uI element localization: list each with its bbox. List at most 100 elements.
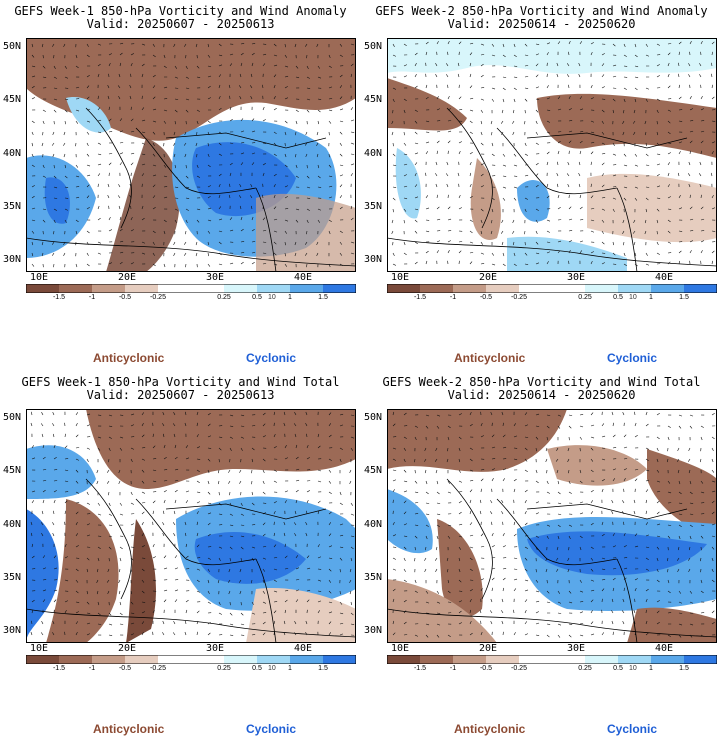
wind-vector <box>185 197 190 199</box>
wind-vector <box>52 241 55 245</box>
wind-vector <box>633 499 636 504</box>
wind-vector <box>634 631 637 636</box>
wind-vector <box>678 623 683 626</box>
wind-vector <box>700 480 704 484</box>
wind-vector <box>174 589 179 592</box>
wind-vector <box>41 241 44 246</box>
wind-vector <box>391 120 394 125</box>
wind-vector <box>524 263 529 265</box>
wind-vector <box>634 65 639 68</box>
wind-vector <box>612 43 616 47</box>
wind-vector <box>262 632 266 636</box>
wind-vector <box>633 609 636 614</box>
wind-vector <box>557 41 561 45</box>
wind-vector <box>469 172 472 177</box>
wind-vector <box>711 568 714 573</box>
wind-vector <box>656 120 658 125</box>
wind-vector <box>667 634 671 637</box>
wind-vector <box>163 555 167 559</box>
wind-vector <box>623 434 627 438</box>
wind-vector <box>141 43 146 46</box>
wind-vector <box>590 230 595 233</box>
wind-vector <box>262 545 267 548</box>
wind-vector <box>41 43 44 48</box>
wind-vector <box>316 131 319 136</box>
wind-vector <box>513 54 517 57</box>
wind-vector <box>328 579 331 583</box>
colorbar-tick: -0.25 <box>511 294 527 301</box>
wind-vector <box>667 152 671 155</box>
wind-vector <box>141 601 146 603</box>
wind-vector <box>207 579 210 584</box>
wind-vector <box>501 598 504 603</box>
wind-vector <box>392 252 395 256</box>
wind-vector <box>152 96 156 100</box>
wind-vector <box>535 252 540 255</box>
wind-vector <box>392 620 395 625</box>
wind-vector <box>524 557 528 561</box>
wind-vector <box>130 447 135 450</box>
colorbar-tick: -1.5 <box>52 665 66 672</box>
wind-vector <box>590 51 593 56</box>
wind-vector <box>458 523 463 526</box>
wind-vector <box>513 609 515 614</box>
wind-vector <box>469 195 473 199</box>
wind-vector <box>97 131 102 134</box>
colorbar-tick: -1 <box>88 665 96 672</box>
wind-vector <box>229 612 233 616</box>
wind-vector <box>306 87 311 89</box>
wind-vector <box>107 590 110 595</box>
wind-vector <box>293 423 297 427</box>
wind-vector <box>535 568 537 573</box>
wind-vector <box>403 252 407 256</box>
wind-vector <box>579 219 584 221</box>
wind-vector <box>656 600 660 603</box>
wind-vector <box>612 142 615 146</box>
wind-vector <box>328 219 332 222</box>
wind-vector <box>141 568 145 572</box>
wind-vector <box>350 131 355 133</box>
wind-vector <box>53 197 58 199</box>
wind-vector <box>535 142 539 145</box>
wind-vector <box>250 95 253 100</box>
wind-vector <box>262 63 266 67</box>
wind-vector <box>700 150 702 155</box>
wind-vector <box>446 557 449 562</box>
wind-vector <box>31 97 35 100</box>
wind-vector <box>458 207 462 210</box>
wind-vector <box>75 412 79 416</box>
wind-vector <box>612 64 617 67</box>
wind-vector <box>328 97 333 100</box>
wind-vector <box>75 164 79 168</box>
wind-vector <box>555 557 559 561</box>
wind-vector <box>317 164 320 169</box>
wind-vector <box>97 502 101 506</box>
wind-vector <box>436 140 440 144</box>
wind-vector <box>601 521 604 526</box>
wind-vector <box>568 524 572 527</box>
wind-vector <box>96 480 99 485</box>
wind-vector <box>86 447 91 450</box>
wind-vector <box>425 120 430 123</box>
wind-vector <box>119 118 123 122</box>
wind-vector <box>491 521 493 526</box>
colorbar-tick: -1.5 <box>413 294 427 301</box>
wind-vector <box>152 54 156 58</box>
wind-vector <box>207 435 212 438</box>
wind-vector <box>490 500 493 504</box>
wind-vector <box>489 610 493 614</box>
wind-vector <box>469 522 473 526</box>
wind-vector <box>240 612 244 616</box>
wind-vector <box>207 480 210 485</box>
wind-vector <box>579 546 582 551</box>
wind-vector <box>425 546 427 551</box>
wind-vector <box>284 230 287 234</box>
wind-vector <box>53 208 57 211</box>
wind-vector <box>273 84 276 89</box>
wind-vector <box>677 568 680 572</box>
wind-vector <box>119 612 123 616</box>
wind-vector <box>41 412 44 416</box>
wind-vector <box>590 568 594 572</box>
wind-vector <box>524 579 529 582</box>
wind-vector <box>30 422 33 427</box>
